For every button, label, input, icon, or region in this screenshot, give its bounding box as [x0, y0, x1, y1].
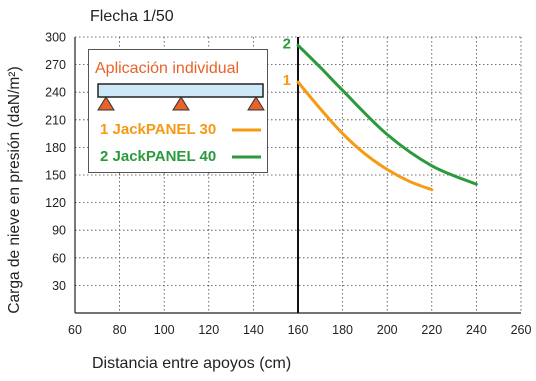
x-tick-label: 120: [198, 323, 219, 337]
x-axis-label: Distancia entre apoyos (cm): [92, 355, 292, 372]
legend-title: Aplicación individual: [95, 60, 240, 77]
y-tick-label: 60: [52, 251, 66, 265]
x-tick-label: 260: [511, 323, 532, 337]
legend: [88, 49, 268, 173]
series-number-label: 2: [283, 35, 291, 52]
legend-item-jackpanel-40: 2 JackPANEL 40: [100, 148, 217, 165]
series-line: [296, 80, 434, 192]
x-tick-label: 160: [288, 323, 309, 337]
x-tick-label: 240: [466, 323, 487, 337]
series-line: [296, 43, 478, 186]
x-tick-label: 180: [332, 323, 353, 337]
x-tick-label: 100: [154, 323, 175, 337]
y-tick-label: 150: [45, 169, 66, 183]
x-tick-label: 80: [113, 323, 127, 337]
y-tick-label: 30: [52, 279, 66, 293]
legend-item-jackpanel-30: 1 JackPANEL 30: [100, 121, 217, 138]
y-tick-label: 180: [45, 141, 66, 155]
x-tick-label: 220: [421, 323, 442, 337]
page-title: Flecha 1/50: [90, 8, 174, 25]
x-tick-label: 200: [377, 323, 398, 337]
support-icon: [247, 96, 265, 111]
x-tick-label: 140: [243, 323, 264, 337]
support-icon: [172, 96, 190, 111]
x-tick-label: 60: [68, 323, 82, 337]
series-number-label: 1: [283, 72, 291, 89]
y-tick-label: 90: [52, 224, 66, 238]
series: 12: [283, 35, 478, 192]
y-tick-label: 210: [45, 113, 66, 127]
tick-labels: 60 80 100 120 140 160 180 200 220 240 260 30 60 90 120…: [45, 31, 531, 338]
support-icon: [97, 96, 115, 111]
y-tick-label: 300: [45, 31, 66, 45]
y-tick-label: 120: [45, 196, 66, 210]
y-tick-label: 240: [45, 86, 66, 100]
y-tick-label: 270: [45, 58, 66, 72]
beam-illustration: [97, 83, 264, 98]
